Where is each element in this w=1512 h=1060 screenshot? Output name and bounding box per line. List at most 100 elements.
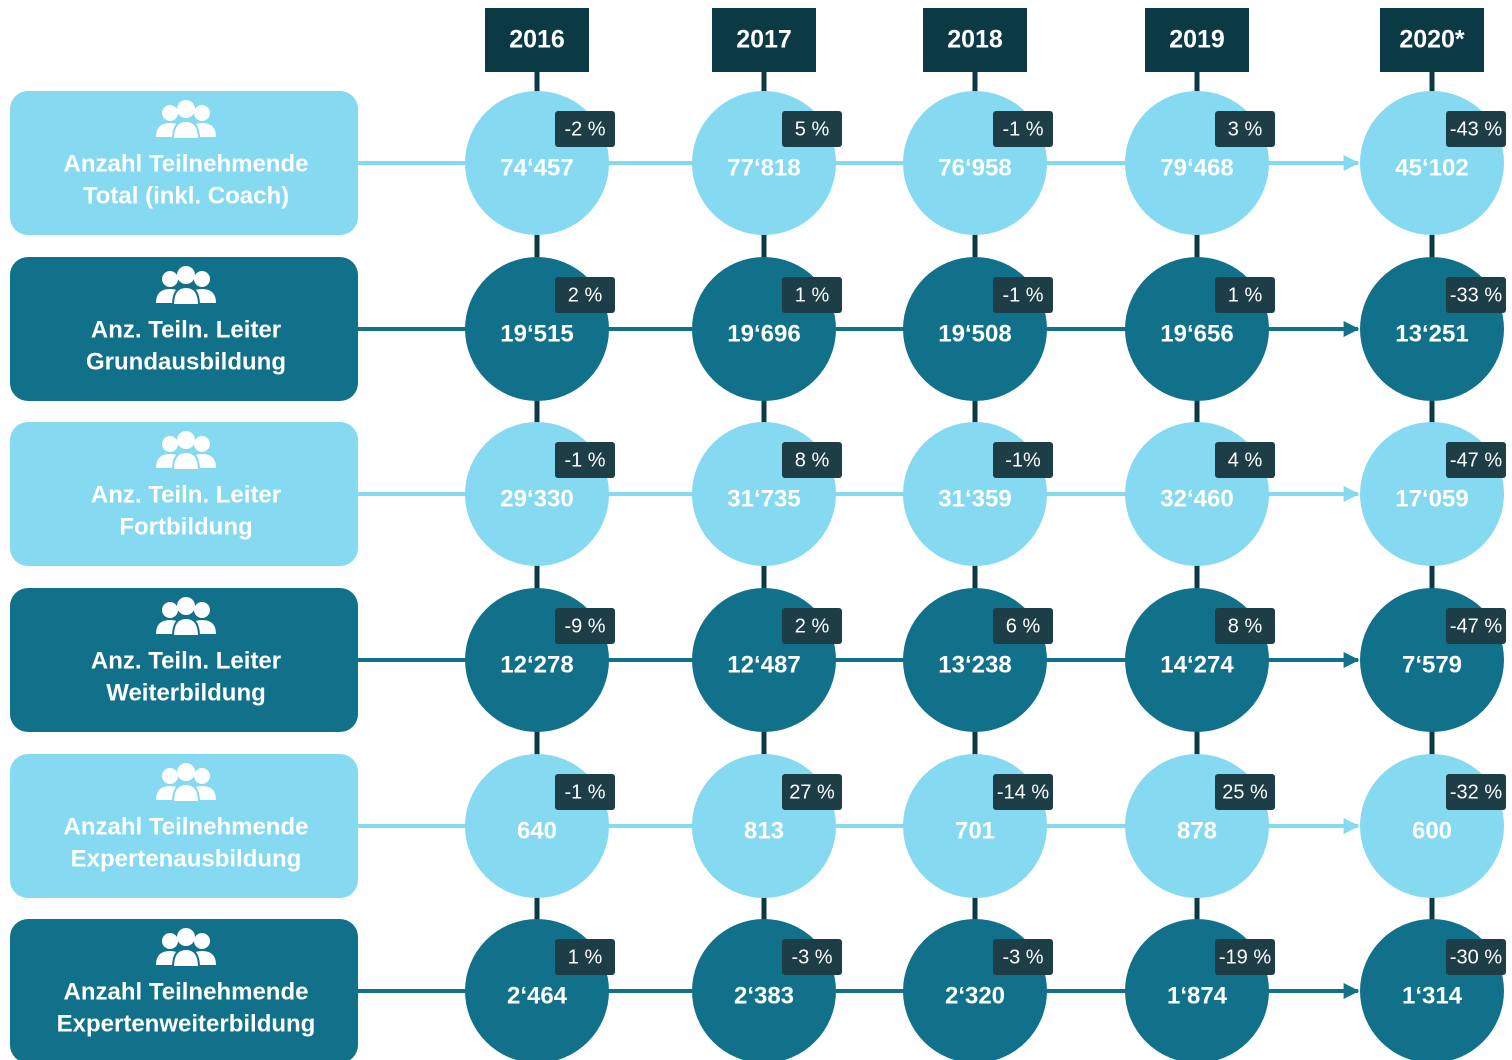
change-badge [1446, 277, 1506, 313]
icon-head [162, 768, 178, 784]
icon-head [162, 271, 178, 287]
value: 76‘958 [938, 154, 1011, 181]
change-badge [993, 277, 1053, 313]
change: 25 % [1222, 781, 1268, 803]
value: 1‘874 [1167, 982, 1228, 1009]
change-badge [782, 111, 842, 147]
icon-head [177, 100, 195, 118]
icon-body [171, 285, 201, 306]
change: -47 % [1450, 615, 1502, 637]
icon-head [162, 105, 178, 121]
value: 12‘487 [727, 651, 800, 678]
change: -1 % [564, 449, 605, 471]
row-label-box [10, 588, 358, 732]
change-badge [555, 939, 615, 975]
value: 31‘735 [727, 485, 800, 512]
icon-head [177, 597, 195, 615]
year-label: 2016 [509, 26, 565, 54]
change: -1 % [1002, 118, 1043, 140]
content: 2016 2017 2018 2019 2020* Anzahl Teilnehmende… [10, 8, 1506, 1060]
change-badge [782, 939, 842, 975]
change: -3 % [791, 946, 832, 968]
people-icon [156, 763, 216, 803]
value: 7‘579 [1402, 651, 1462, 678]
change-badge [1446, 608, 1506, 644]
icon-body [171, 450, 201, 471]
change-badge [1215, 774, 1275, 810]
people-icon [156, 928, 216, 968]
change-badge [1215, 111, 1275, 147]
change: 6 % [1006, 615, 1041, 637]
change-badge [1215, 939, 1275, 975]
change: -1% [1005, 449, 1041, 471]
change: 2 % [568, 284, 603, 306]
icon-body [171, 947, 201, 968]
row-label: Fortbildung [119, 513, 252, 540]
value: 74‘457 [500, 154, 573, 181]
change: -30 % [1450, 946, 1502, 968]
icon-head [177, 431, 195, 449]
change-badge [782, 608, 842, 644]
row-label-box [10, 257, 358, 401]
change-badge [993, 111, 1053, 147]
value: 640 [517, 817, 557, 844]
icon-head [162, 436, 178, 452]
icon-head [177, 763, 195, 781]
row-label: Anzahl Teilnehmende [64, 978, 309, 1005]
year-label: 2019 [1169, 26, 1225, 54]
icon-body [156, 620, 216, 634]
row-label: Anzahl Teilnehmende [64, 150, 309, 177]
row-label: Expertenausbildung [71, 845, 302, 872]
icon-body [156, 786, 216, 800]
change: -1 % [1002, 284, 1043, 306]
change: -47 % [1450, 449, 1502, 471]
change: 2 % [795, 615, 830, 637]
row-label: Weiterbildung [106, 679, 266, 706]
row-label-box [10, 754, 358, 898]
row-label-box [10, 422, 358, 566]
value: 2‘464 [507, 982, 568, 1009]
row-label: Total (inkl. Coach) [83, 182, 289, 209]
change-badge [555, 442, 615, 478]
icon-body [156, 123, 216, 137]
people-icon [156, 597, 216, 637]
change: 5 % [795, 118, 830, 140]
year-label: 2020* [1399, 26, 1465, 54]
change-badge [1215, 277, 1275, 313]
people-icon [156, 100, 216, 140]
change-badge [1446, 111, 1506, 147]
icon-body [156, 951, 216, 965]
icon-body [171, 119, 201, 140]
year-label: 2018 [947, 26, 1003, 54]
change: 1 % [1228, 284, 1263, 306]
change: 3 % [1228, 118, 1263, 140]
value: 13‘238 [938, 651, 1011, 678]
change-badge [782, 442, 842, 478]
icon-head [177, 266, 195, 284]
icon-body [156, 289, 216, 303]
row-label: Expertenweiterbildung [57, 1010, 316, 1037]
change: -43 % [1450, 118, 1502, 140]
change: 4 % [1228, 449, 1263, 471]
change-badge [782, 774, 842, 810]
value: 701 [955, 817, 995, 844]
year-header [485, 8, 589, 72]
row-label: Grundausbildung [86, 348, 286, 375]
icon-body [171, 782, 201, 803]
icon-head [162, 602, 178, 618]
change: -32 % [1450, 781, 1502, 803]
value: 600 [1412, 817, 1452, 844]
icon-body [156, 454, 216, 468]
change: 1 % [568, 946, 603, 968]
row-label: Anz. Teiln. Leiter [91, 481, 281, 508]
change-badge [993, 608, 1053, 644]
year-header [712, 8, 816, 72]
value: 32‘460 [1160, 485, 1233, 512]
change: -19 % [1219, 946, 1271, 968]
change-badge [555, 608, 615, 644]
row-label: Anzahl Teilnehmende [64, 813, 309, 840]
change: 8 % [1228, 615, 1263, 637]
value: 813 [744, 817, 784, 844]
change-badge [1446, 442, 1506, 478]
value: 77‘818 [727, 154, 800, 181]
